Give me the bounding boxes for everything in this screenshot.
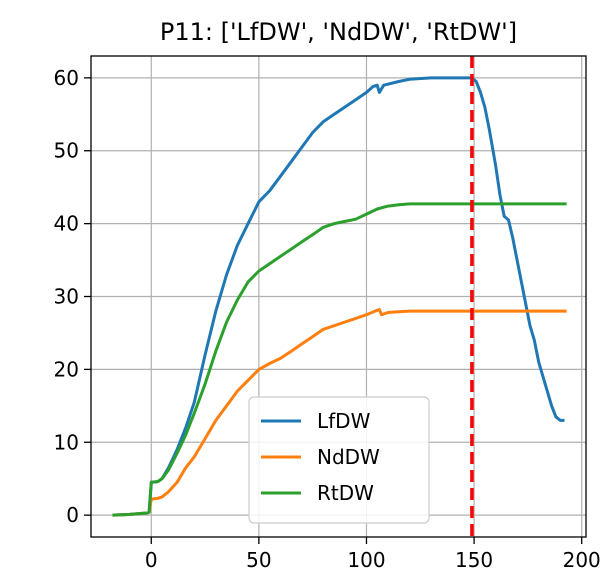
- y-tick-label-1: 10: [54, 430, 79, 454]
- series-line-lfdw: [112, 76, 565, 517]
- y-tick-label-4: 40: [54, 212, 79, 236]
- x-tick-label-1: 50: [246, 548, 271, 572]
- legend-label-nddw: NdDW: [317, 445, 380, 469]
- x-axis: 0 50 100 150 200: [145, 537, 601, 572]
- y-axis: 0 10 20 30 40 50 60: [54, 66, 91, 527]
- series-line-rtdw: [112, 202, 567, 517]
- legend-label-rtdw: RtDW: [317, 481, 374, 505]
- legend: LfDW NdDW RtDW: [248, 396, 430, 524]
- y-tick-label-5: 50: [54, 139, 79, 163]
- x-tick-label-0: 0: [145, 548, 158, 572]
- y-tick-label-3: 30: [54, 285, 79, 309]
- chart-title: P11: ['LfDW', 'NdDW', 'RtDW']: [160, 18, 517, 46]
- series-line-nddw: [112, 308, 567, 517]
- y-tick-label-0: 0: [66, 503, 79, 527]
- y-tick-label-2: 20: [54, 357, 79, 381]
- x-tick-label-4: 200: [563, 548, 601, 572]
- x-tick-label-2: 100: [347, 548, 385, 572]
- legend-label-lfdw: LfDW: [317, 409, 371, 433]
- y-tick-label-6: 60: [54, 66, 79, 90]
- x-tick-label-3: 150: [455, 548, 493, 572]
- series-lines: [112, 76, 567, 517]
